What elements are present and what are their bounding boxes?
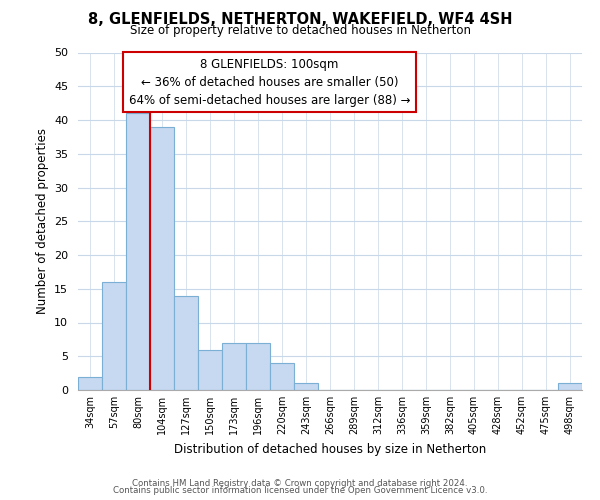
Bar: [174, 296, 198, 390]
Bar: [222, 343, 246, 390]
Bar: [558, 383, 582, 390]
Bar: [150, 126, 174, 390]
Y-axis label: Number of detached properties: Number of detached properties: [35, 128, 49, 314]
Bar: [102, 282, 126, 390]
Bar: [294, 383, 318, 390]
Text: 8, GLENFIELDS, NETHERTON, WAKEFIELD, WF4 4SH: 8, GLENFIELDS, NETHERTON, WAKEFIELD, WF4…: [88, 12, 512, 28]
X-axis label: Distribution of detached houses by size in Netherton: Distribution of detached houses by size …: [174, 442, 486, 456]
Bar: [270, 363, 294, 390]
Bar: [198, 350, 222, 390]
Text: Size of property relative to detached houses in Netherton: Size of property relative to detached ho…: [130, 24, 470, 37]
Bar: [78, 376, 102, 390]
Bar: [126, 114, 150, 390]
Text: Contains public sector information licensed under the Open Government Licence v3: Contains public sector information licen…: [113, 486, 487, 495]
Text: Contains HM Land Registry data © Crown copyright and database right 2024.: Contains HM Land Registry data © Crown c…: [132, 478, 468, 488]
Text: 8 GLENFIELDS: 100sqm
← 36% of detached houses are smaller (50)
64% of semi-detac: 8 GLENFIELDS: 100sqm ← 36% of detached h…: [129, 58, 410, 106]
Bar: [246, 343, 270, 390]
